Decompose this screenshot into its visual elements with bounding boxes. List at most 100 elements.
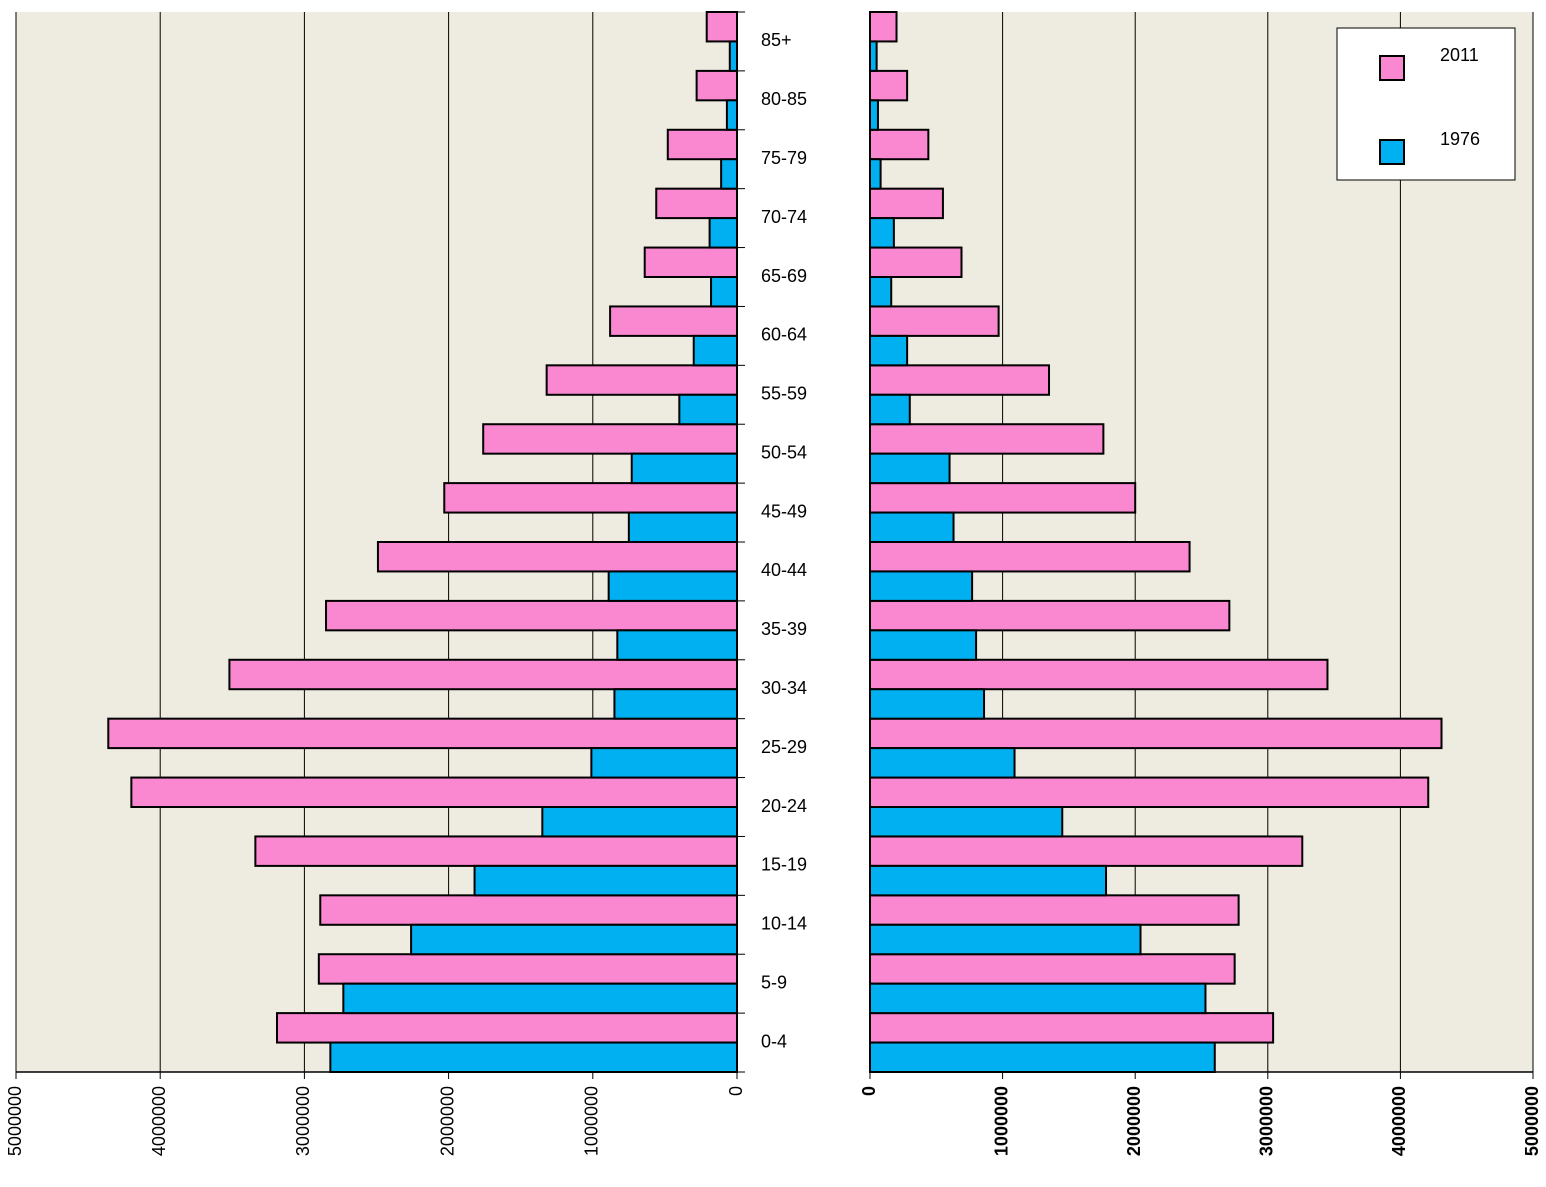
bar: [869, 1012, 1275, 1044]
bar: [869, 393, 911, 426]
bar: [705, 11, 739, 43]
x-tick-label: 4000000: [149, 1086, 169, 1156]
bar: [869, 953, 1236, 985]
bar: [869, 688, 986, 720]
bar: [613, 688, 738, 720]
bar: [869, 923, 1142, 956]
bar: [869, 658, 1329, 691]
x-tick-label: 2000000: [437, 1086, 457, 1156]
legend-swatch: [1379, 139, 1405, 165]
bar: [655, 187, 738, 220]
bar: [869, 864, 1108, 897]
bar: [590, 747, 738, 779]
bar: [609, 305, 738, 337]
bar: [482, 423, 739, 455]
x-tick-label: 3000000: [1257, 1086, 1277, 1156]
bar: [869, 187, 944, 220]
legend-box: [1336, 27, 1516, 181]
bar: [869, 717, 1443, 750]
x-tick-label: 2000000: [1124, 1086, 1144, 1156]
category-label: 40-44: [761, 560, 807, 580]
bar: [869, 806, 1064, 838]
bar: [869, 40, 878, 72]
bar: [869, 482, 1137, 514]
bar: [869, 570, 974, 602]
category-label: 35-39: [761, 619, 807, 639]
bar: [678, 393, 739, 426]
bar: [107, 717, 738, 750]
bar: [725, 99, 739, 131]
bar: [869, 246, 963, 279]
x-tick-label: 3000000: [293, 1086, 313, 1156]
bar: [869, 158, 882, 190]
bar: [869, 364, 1051, 396]
bar: [869, 305, 1000, 337]
bar: [666, 128, 738, 161]
bar: [869, 423, 1105, 455]
bar: [228, 658, 739, 691]
bar: [869, 629, 978, 661]
bar: [728, 40, 738, 72]
category-label: 30-34: [761, 678, 807, 698]
category-label: 15-19: [761, 855, 807, 875]
bar: [869, 334, 909, 367]
bar: [869, 511, 955, 543]
bar: [545, 364, 738, 396]
bar: [869, 982, 1207, 1015]
bar: [692, 334, 738, 367]
bar: [254, 835, 738, 867]
category-label: 55-59: [761, 384, 807, 404]
category-label: 50-54: [761, 442, 807, 462]
bar: [869, 747, 1016, 779]
x-tick-label: 1000000: [991, 1086, 1011, 1156]
bar: [410, 923, 738, 956]
category-label: 70-74: [761, 207, 807, 227]
bar: [376, 541, 738, 573]
x-tick-label: 0: [859, 1086, 879, 1096]
category-label: 80-85: [761, 89, 807, 109]
x-tick-label: 1000000: [582, 1086, 602, 1156]
bar: [869, 11, 898, 43]
category-label: 85+: [761, 30, 792, 50]
category-label: 75-79: [761, 148, 807, 168]
bar: [869, 128, 930, 161]
bar: [720, 158, 738, 190]
bar: [329, 1041, 738, 1073]
legend-swatch: [1379, 55, 1405, 81]
bar: [708, 217, 738, 249]
x-tick-label: 4000000: [1389, 1086, 1409, 1156]
bar: [695, 69, 739, 102]
bar: [869, 1041, 1216, 1073]
category-label: 10-14: [761, 914, 807, 934]
category-label: 65-69: [761, 266, 807, 286]
legend-label: 1976: [1440, 129, 1480, 149]
category-label: 5-9: [761, 972, 787, 992]
bar: [869, 99, 879, 131]
bar: [130, 776, 739, 808]
bar: [869, 776, 1430, 808]
bar: [869, 541, 1191, 573]
bar: [643, 246, 738, 279]
bar: [276, 1012, 738, 1044]
bar: [869, 276, 893, 308]
bar: [325, 599, 738, 632]
bar: [869, 894, 1240, 926]
bar: [541, 806, 739, 838]
bar: [869, 217, 895, 249]
bar: [473, 864, 738, 897]
bar: [616, 629, 739, 661]
bar: [607, 570, 738, 602]
category-label: 0-4: [761, 1031, 787, 1051]
category-label: 45-49: [761, 501, 807, 521]
bar: [630, 452, 739, 485]
category-label: 25-29: [761, 737, 807, 757]
bar: [627, 511, 738, 543]
x-tick-label: 0: [726, 1086, 746, 1096]
bar: [869, 69, 909, 102]
bar: [342, 982, 738, 1015]
x-tick-label: 5000000: [1522, 1086, 1542, 1156]
x-tick-label: 5000000: [5, 1086, 25, 1156]
legend-label: 2011: [1440, 45, 1479, 65]
